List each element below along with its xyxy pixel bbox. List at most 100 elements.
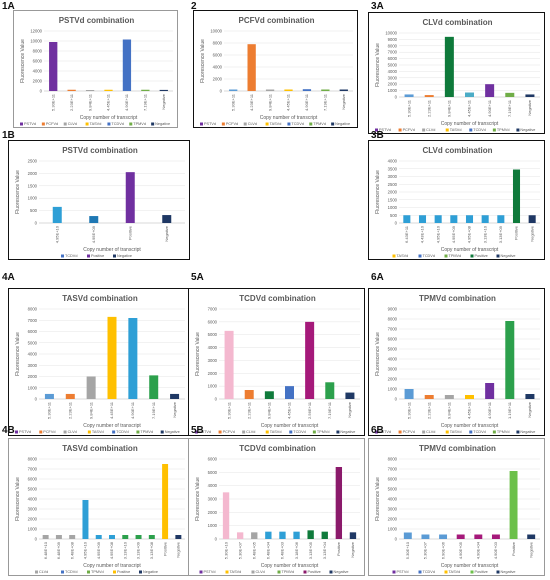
bar [345, 392, 355, 399]
bar [512, 169, 521, 223]
panel-label: 5B [191, 425, 204, 436]
y-tick-label: 2000 [208, 371, 218, 376]
bar [307, 530, 314, 539]
chart-panel: CLVd combination 0 500 1000 1500 2000 2500 3000… [368, 140, 545, 260]
chart-title: TASVd combination [62, 444, 138, 453]
bar [481, 215, 489, 223]
y-tick-label: 9000 [388, 37, 398, 42]
legend-label: TCDVd [473, 128, 485, 132]
legend-swatch [287, 122, 291, 126]
legend-swatch [251, 570, 255, 574]
x-tick-label: 6.43E+11 [404, 225, 409, 243]
legend-label: TPMVd [317, 430, 330, 434]
legend-label: Negative [335, 122, 350, 126]
legend-label: PSTVd [24, 122, 36, 126]
y-tick-label: 2000 [213, 77, 223, 82]
x-tick-label: 4.90E+11 [130, 401, 135, 419]
y-axis-label: Fluorescence Value [195, 332, 201, 376]
y-tick-label: 3000 [28, 363, 38, 368]
x-tick-label: 4.90E+04 [476, 541, 481, 559]
legend-swatch [61, 570, 64, 574]
bar [335, 467, 343, 539]
legend-label: CLVd [426, 128, 435, 132]
x-tick-label: Negative [341, 93, 346, 110]
x-tick-label: 4.45E+11 [109, 401, 114, 419]
bar [284, 89, 293, 91]
chart-svg: CLVd combination 0 500 1000 1500 2000 2500 3000… [375, 146, 540, 258]
legend-swatch [87, 430, 91, 434]
legend-label: TASVd [450, 128, 462, 132]
x-tick-label: 6.48E+10 [43, 541, 48, 559]
legend-swatch [331, 122, 335, 126]
bar [485, 383, 495, 399]
x-tick-label: 3.13E+09 [136, 541, 141, 559]
legend-label: TPMVd [497, 128, 510, 132]
y-tick-label: 1000 [388, 387, 398, 392]
y-tick-label: 2000 [388, 190, 398, 195]
bar [229, 89, 238, 91]
y-tick-label: 4000 [388, 69, 398, 74]
y-tick-label: 2000 [388, 517, 398, 522]
bar [305, 321, 315, 399]
x-tick-label: 7.19E+11 [507, 99, 512, 117]
x-tick-label: 5.30E+11 [406, 401, 411, 419]
bar [509, 471, 518, 539]
legend-label: PCFVd [226, 122, 238, 126]
bar [236, 532, 244, 539]
y-tick-label: 5000 [28, 340, 38, 345]
chart-svg: TASVd combination 0 1000 2000 3000 4000 5000 60… [15, 444, 185, 574]
legend-label: Negative [155, 122, 170, 126]
legend-label: TCDVd [423, 570, 435, 574]
legend-label: Negative [117, 254, 132, 258]
legend-label: TCDVd [473, 430, 485, 434]
bar [485, 84, 495, 97]
y-axis-label: Fluorescence Value [375, 43, 381, 87]
y-tick-label: 8000 [388, 457, 398, 462]
y-tick-label: 6000 [208, 319, 218, 324]
bar [465, 92, 474, 97]
y-tick-label: 4000 [28, 352, 38, 357]
chart-svg: PSTVd combination 0 500 1000 1500 2000 2500 Flu… [15, 146, 185, 258]
bar [325, 382, 335, 399]
y-tick-label: 6000 [208, 457, 218, 462]
panel-label: 3B [371, 130, 384, 141]
y-axis-label: Fluorescence Value [375, 170, 381, 214]
x-axis-label: Copy number of transcript [261, 423, 319, 429]
legend-swatch [303, 570, 307, 574]
bar [69, 535, 76, 539]
legend-label: Positive [475, 570, 488, 574]
y-tick-label: 5000 [208, 470, 218, 475]
legend-swatch [496, 254, 500, 258]
y-tick-label: 1000 [28, 196, 38, 201]
y-tick-label: 2000 [28, 517, 38, 522]
legend-label: TASVd [92, 430, 104, 434]
y-axis-label: Fluorescence Value [15, 477, 21, 521]
legend-label: Positive [91, 254, 104, 258]
y-tick-label: 500 [30, 208, 38, 213]
chart-svg: PSTVd combination 0 2000 4000 6000 8000 10000 1… [20, 16, 173, 126]
panel-label: 4B [2, 425, 15, 436]
bar [247, 44, 256, 91]
x-axis-label: Copy number of transcript [441, 423, 499, 429]
legend-swatch [469, 128, 473, 132]
bar [450, 215, 458, 223]
y-tick-label: 4000 [208, 345, 218, 350]
x-axis-label: Copy number of transcript [441, 563, 499, 569]
legend-label: TASVd [90, 122, 102, 126]
legend-swatch [225, 570, 229, 574]
legend-label: TPMVd [91, 570, 104, 574]
x-tick-label: 4.45E+11 [286, 93, 291, 111]
legend-swatch [199, 570, 203, 574]
legend-label: TCDVd [116, 430, 128, 434]
x-tick-label: 5.30E+11 [230, 93, 235, 111]
bar [170, 393, 180, 399]
x-tick-label: 3.13E+10 [122, 541, 127, 559]
y-tick-label: 5000 [208, 332, 218, 337]
legend-swatch [113, 570, 116, 574]
y-tick-label: 2000 [388, 377, 398, 382]
y-tick-label: 6000 [28, 329, 38, 334]
legend-label: TPMVd [313, 122, 326, 126]
chart-title: PCFVd combination [239, 16, 315, 25]
legend-label: Negative [340, 430, 355, 434]
x-tick-label: 6.48E+05 [251, 541, 256, 559]
